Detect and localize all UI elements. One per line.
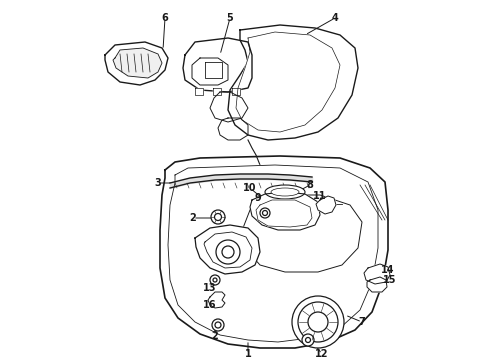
Circle shape: [260, 208, 270, 218]
Circle shape: [308, 312, 328, 332]
Text: 12: 12: [315, 349, 329, 359]
Text: 1: 1: [245, 349, 251, 359]
Text: 9: 9: [255, 193, 261, 203]
Text: 7: 7: [359, 317, 366, 327]
Circle shape: [302, 334, 314, 346]
Polygon shape: [195, 88, 203, 95]
Polygon shape: [243, 195, 362, 272]
Text: 4: 4: [332, 13, 339, 23]
Circle shape: [211, 210, 225, 224]
Circle shape: [215, 213, 221, 220]
Polygon shape: [210, 92, 248, 122]
Text: 2: 2: [212, 331, 219, 341]
Polygon shape: [195, 225, 260, 274]
Text: 11: 11: [313, 191, 327, 201]
Ellipse shape: [265, 185, 305, 199]
Text: 3: 3: [155, 178, 161, 188]
Polygon shape: [236, 32, 340, 132]
Polygon shape: [205, 62, 222, 78]
Polygon shape: [218, 118, 248, 140]
Ellipse shape: [271, 188, 299, 196]
Polygon shape: [204, 232, 252, 268]
Text: 5: 5: [227, 13, 233, 23]
Text: 6: 6: [162, 13, 169, 23]
Circle shape: [213, 278, 217, 282]
Polygon shape: [192, 58, 228, 85]
Polygon shape: [232, 88, 240, 95]
Text: 16: 16: [203, 300, 217, 310]
Circle shape: [305, 338, 311, 342]
Polygon shape: [105, 42, 168, 85]
Polygon shape: [367, 277, 387, 292]
Circle shape: [222, 246, 234, 258]
Polygon shape: [213, 88, 221, 95]
Polygon shape: [160, 156, 388, 348]
Polygon shape: [364, 264, 390, 284]
Polygon shape: [168, 165, 378, 342]
Circle shape: [216, 240, 240, 264]
Polygon shape: [256, 200, 312, 227]
Text: 8: 8: [307, 180, 314, 190]
Circle shape: [212, 319, 224, 331]
Circle shape: [292, 296, 344, 348]
Polygon shape: [208, 292, 225, 308]
Text: 14: 14: [381, 265, 395, 275]
Polygon shape: [183, 38, 252, 92]
Polygon shape: [316, 196, 336, 214]
Circle shape: [263, 211, 268, 216]
Polygon shape: [113, 48, 162, 78]
Text: 2: 2: [190, 213, 196, 223]
Circle shape: [298, 302, 338, 342]
Polygon shape: [250, 192, 320, 230]
Circle shape: [210, 275, 220, 285]
Polygon shape: [228, 25, 358, 140]
Text: 10: 10: [243, 183, 257, 193]
Text: 13: 13: [203, 283, 217, 293]
Text: 15: 15: [383, 275, 397, 285]
Circle shape: [215, 322, 221, 328]
